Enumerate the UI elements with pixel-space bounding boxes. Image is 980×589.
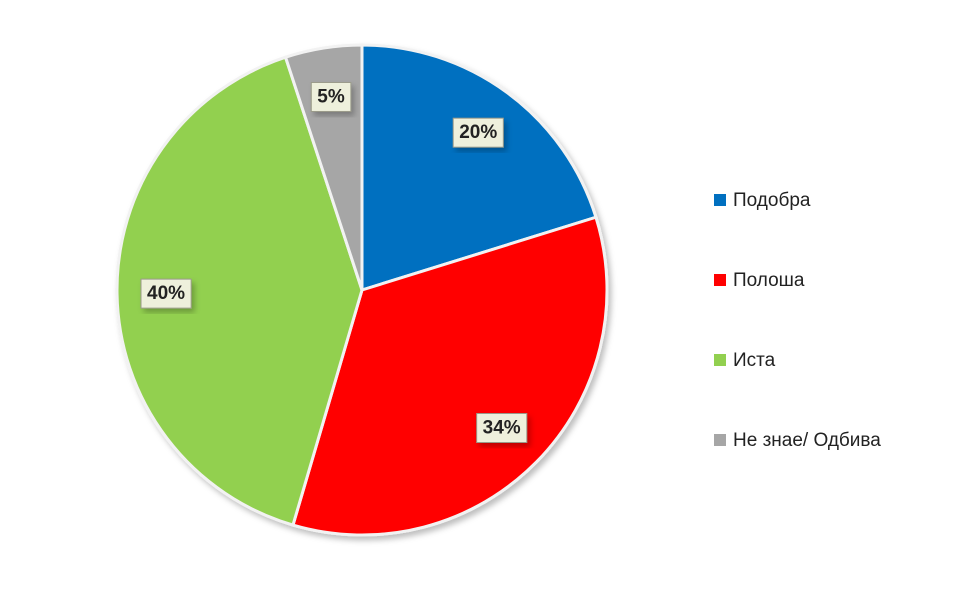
- value-label-box: [452, 117, 504, 148]
- pie: [115, 43, 609, 537]
- value-label-box: [310, 81, 352, 112]
- pie-slice: [360, 43, 598, 293]
- value-label-box: [140, 278, 192, 309]
- value-label-box: [476, 413, 528, 444]
- legend-marker: [714, 194, 726, 206]
- value-label: 34%: [483, 418, 521, 439]
- legend-label: Полоша: [733, 270, 805, 291]
- pie-slice: [291, 215, 609, 537]
- legend-marker: [714, 434, 726, 446]
- legend-marker: [714, 354, 726, 366]
- legend-label: Подобра: [733, 190, 811, 211]
- value-label: 5%: [317, 86, 345, 107]
- pie-slice: [115, 55, 364, 527]
- value-label: 40%: [147, 283, 185, 304]
- legend-marker: [714, 274, 726, 286]
- legend-label: Не знае/ Одбива: [733, 430, 881, 451]
- value-label: 20%: [459, 122, 497, 143]
- legend-label: Иста: [733, 350, 776, 371]
